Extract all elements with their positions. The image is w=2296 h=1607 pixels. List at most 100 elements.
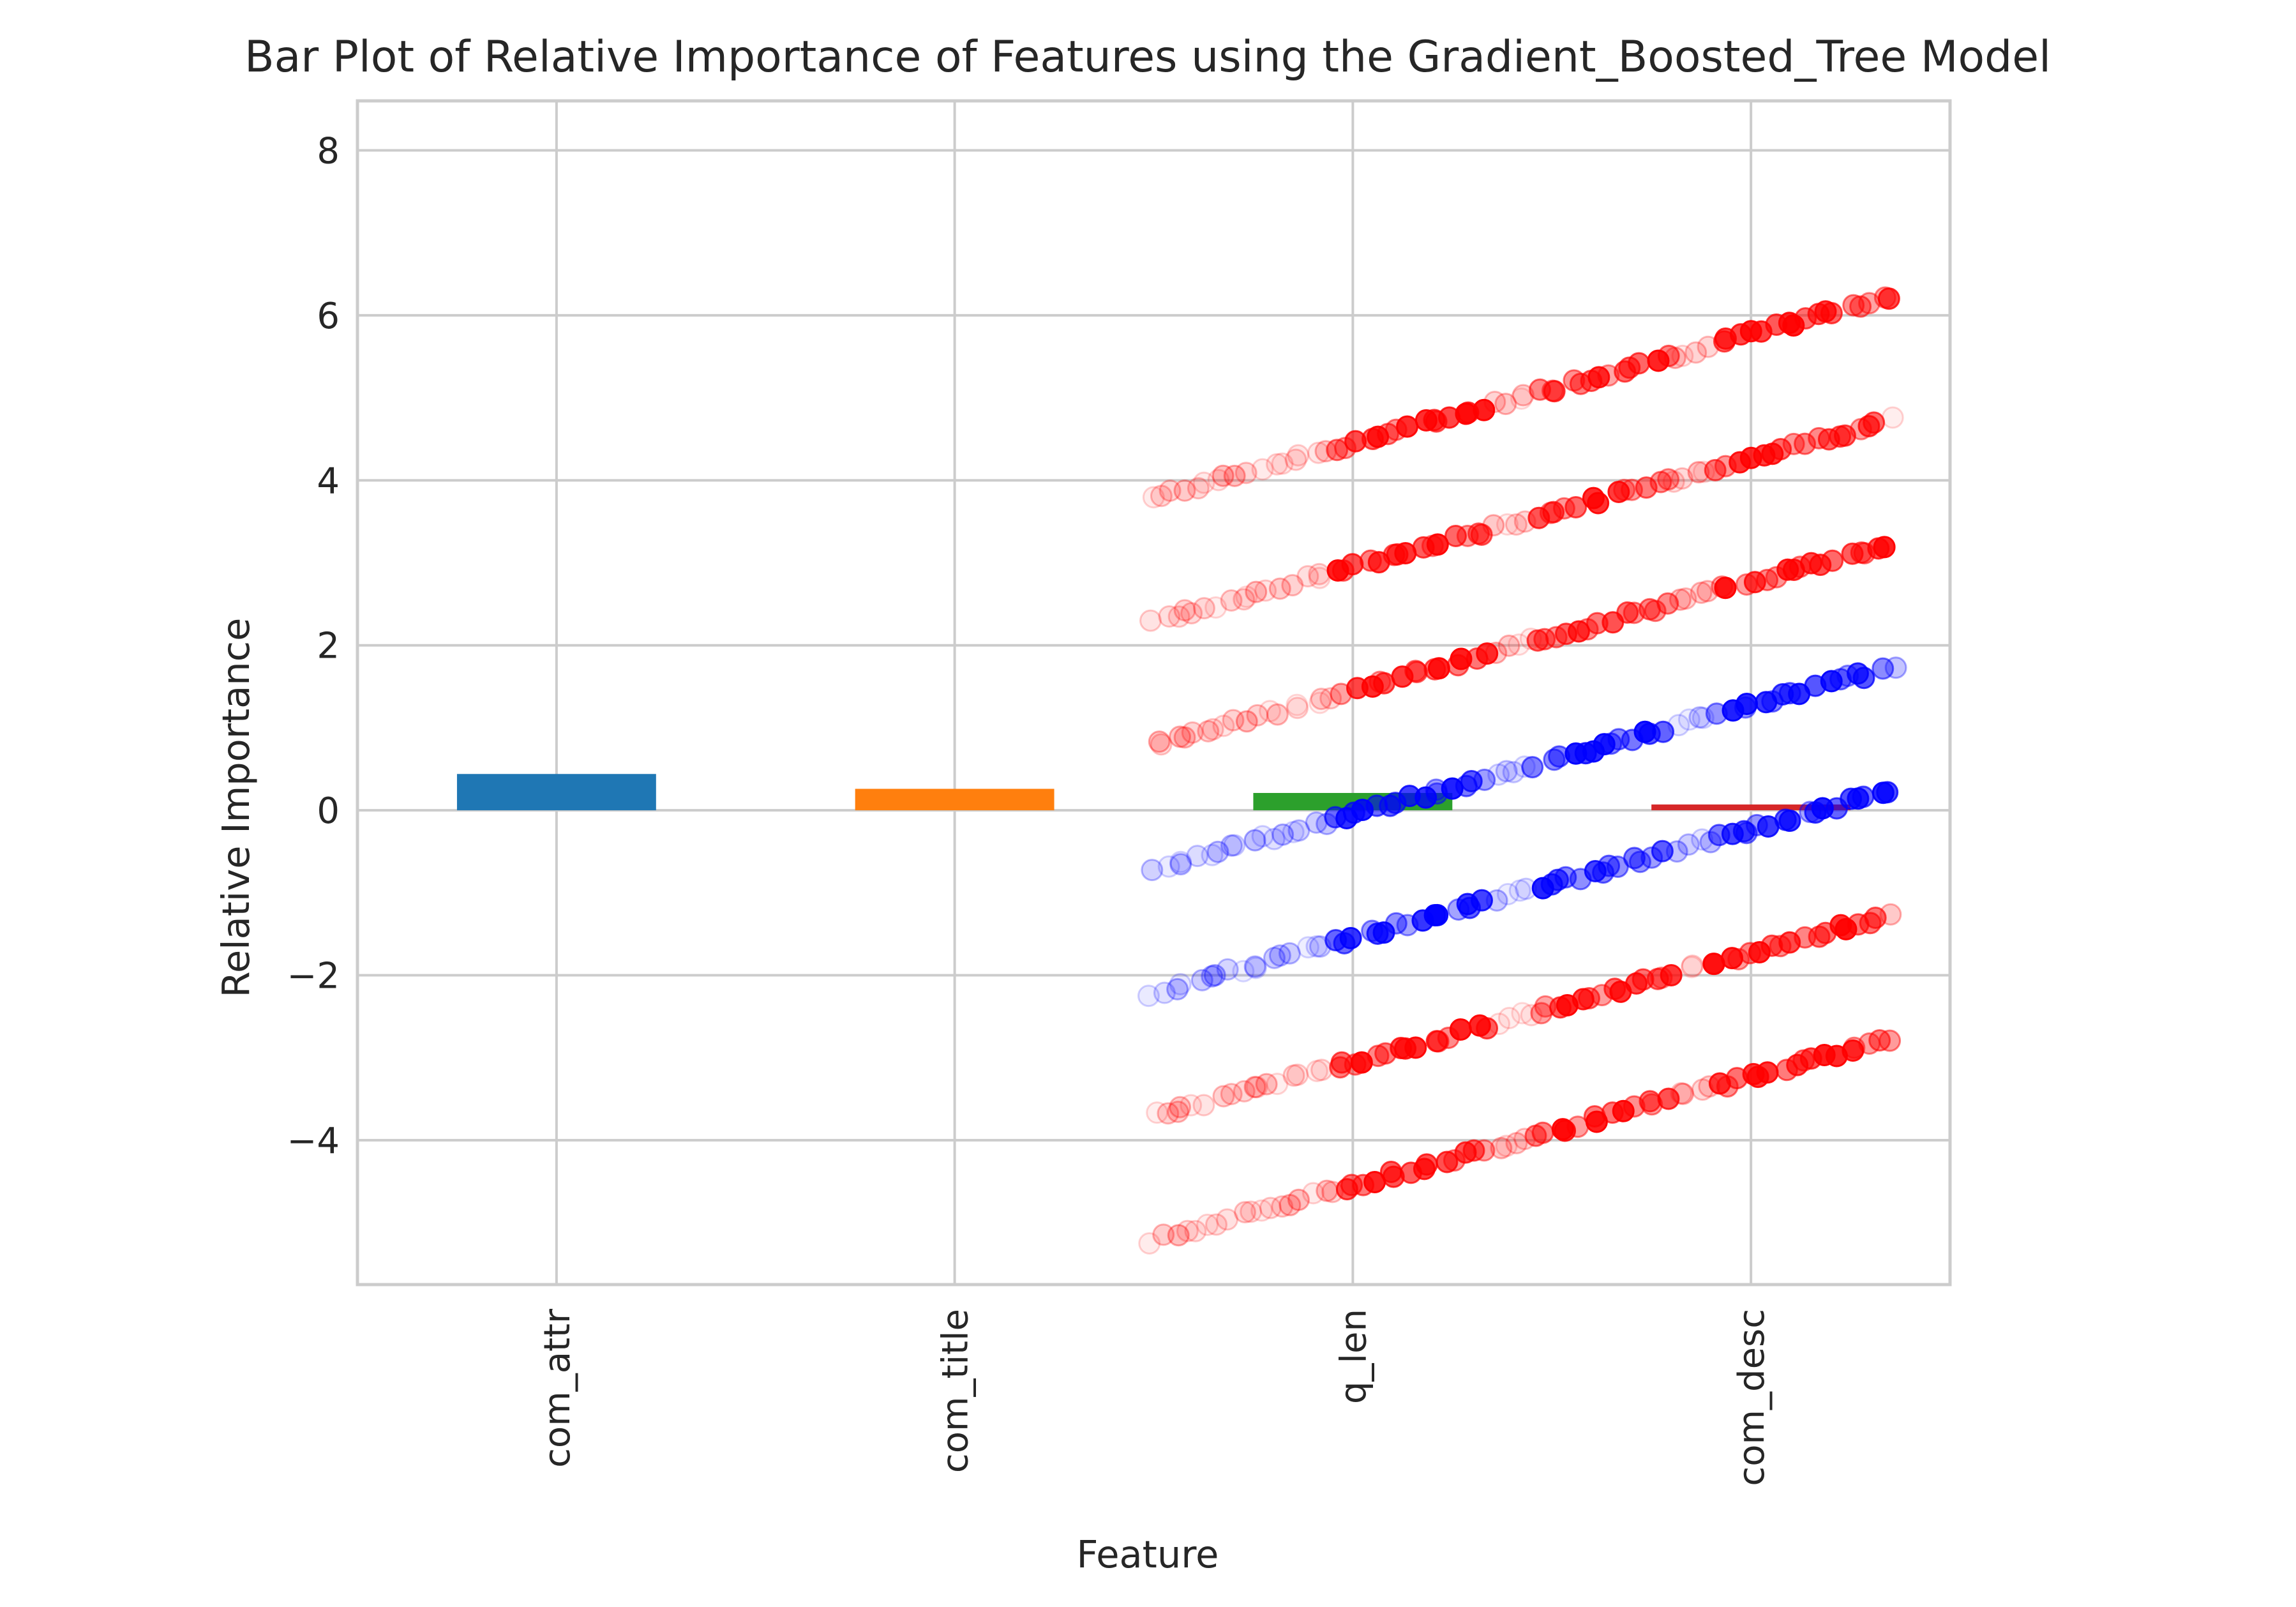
scatter-point bbox=[1665, 840, 1688, 863]
scatter-point bbox=[1496, 883, 1519, 906]
scatter-point bbox=[1169, 973, 1192, 996]
scatter-point bbox=[1263, 827, 1286, 850]
scatter-point bbox=[1670, 1082, 1693, 1105]
scatter-point bbox=[1495, 760, 1518, 783]
scatter-point bbox=[1233, 1080, 1256, 1103]
scatter-point bbox=[1302, 1182, 1324, 1205]
x-tick-label-com_title: com_title bbox=[935, 1309, 977, 1473]
scatter-point bbox=[1204, 596, 1227, 619]
scatter-point bbox=[1426, 903, 1449, 926]
scatter-point bbox=[1852, 667, 1875, 690]
scatter-point bbox=[1476, 642, 1499, 665]
scatter-point bbox=[1212, 464, 1234, 487]
scatter-point bbox=[1660, 963, 1683, 986]
scatter-point bbox=[1877, 287, 1900, 310]
scatter-point bbox=[1526, 629, 1549, 652]
scatter-point bbox=[1470, 889, 1493, 912]
scatter-point bbox=[1234, 462, 1257, 485]
scatter-point bbox=[1190, 969, 1213, 992]
scatter-point bbox=[1284, 448, 1307, 471]
scatter-point bbox=[1186, 845, 1209, 868]
scatter-point bbox=[1587, 492, 1610, 515]
scatter-point bbox=[1266, 703, 1289, 726]
scatter-point bbox=[1864, 907, 1887, 930]
y-tick-label: 6 bbox=[317, 296, 340, 337]
scatter-point bbox=[1233, 1201, 1256, 1224]
scatter-point bbox=[1505, 1131, 1528, 1154]
scatter-point bbox=[1613, 478, 1636, 501]
scatter-point bbox=[1657, 1087, 1680, 1110]
scatter-point bbox=[1246, 704, 1269, 727]
scatter-point bbox=[1543, 380, 1566, 403]
scatter-point bbox=[1578, 987, 1601, 1010]
scatter-point bbox=[1146, 1101, 1169, 1124]
scatter-point bbox=[1244, 956, 1267, 979]
scatter-point bbox=[1207, 469, 1230, 492]
scatter-point bbox=[1169, 1096, 1192, 1119]
scatter-point bbox=[1196, 1213, 1219, 1236]
scatter-point bbox=[1406, 661, 1429, 684]
scatter-point bbox=[1278, 942, 1301, 965]
scatter-point bbox=[1769, 438, 1792, 461]
scatter-point bbox=[1310, 1059, 1333, 1082]
scatter-point bbox=[1677, 833, 1700, 856]
x-tick-label-com_desc: com_desc bbox=[1731, 1309, 1773, 1486]
scatter-point bbox=[1255, 1073, 1278, 1096]
scatter-point bbox=[1702, 952, 1725, 975]
scatter-point bbox=[1153, 981, 1176, 1004]
scatter-point bbox=[1690, 581, 1713, 604]
y-axis-ticks: −4 −2 0 2 4 6 8 bbox=[287, 131, 340, 1162]
scatter-point bbox=[1674, 587, 1697, 610]
scatter-point bbox=[1233, 588, 1256, 611]
scatter-point bbox=[1169, 725, 1192, 748]
scatter-point bbox=[1192, 597, 1215, 620]
scatter-point bbox=[1205, 1213, 1228, 1236]
scatter-point bbox=[1240, 1200, 1263, 1223]
scatter-point bbox=[1879, 903, 1902, 926]
scatter-point bbox=[1669, 588, 1692, 611]
scatter-point bbox=[1616, 601, 1639, 624]
scatter-point bbox=[1279, 1194, 1302, 1217]
scatter-point bbox=[1169, 853, 1192, 876]
scatter-point bbox=[1649, 471, 1672, 494]
scatter-point bbox=[1296, 936, 1319, 959]
scatter-point bbox=[1473, 1139, 1496, 1162]
y-axis-label: Relative Importance bbox=[214, 618, 258, 998]
scatter-point bbox=[1187, 477, 1210, 500]
scatter-point bbox=[1251, 458, 1274, 481]
scatter-point bbox=[1495, 1135, 1518, 1158]
scatter-point bbox=[1427, 657, 1450, 680]
scatter-point bbox=[1141, 859, 1164, 882]
x-tick-label-com_attr: com_attr bbox=[537, 1308, 578, 1468]
scatter-point bbox=[1271, 452, 1294, 475]
scatter-point bbox=[1873, 536, 1896, 559]
scatter-point bbox=[1473, 398, 1496, 421]
scatter-point bbox=[1286, 697, 1309, 720]
scatter-point bbox=[1843, 1036, 1866, 1059]
scatter-point bbox=[1876, 781, 1899, 804]
scatter-point bbox=[1263, 946, 1286, 969]
y-tick-label: 4 bbox=[317, 460, 340, 502]
scatter-point bbox=[1341, 553, 1364, 576]
scatter-point bbox=[1192, 1094, 1215, 1117]
scatter-point bbox=[1496, 513, 1519, 536]
scatter-point bbox=[1148, 730, 1171, 753]
scatter-point bbox=[1319, 687, 1342, 710]
scatter-point bbox=[1462, 1139, 1485, 1162]
scatter-point bbox=[1223, 464, 1246, 487]
scatter-point bbox=[1485, 889, 1508, 912]
scatter-point bbox=[1508, 879, 1531, 902]
scatter-point bbox=[1216, 958, 1239, 981]
scatter-point bbox=[1497, 1006, 1520, 1029]
scatter-point bbox=[1309, 691, 1332, 714]
scatter-point bbox=[1794, 432, 1817, 455]
scatter-point bbox=[1282, 1064, 1305, 1087]
bar-com_title bbox=[855, 788, 1054, 811]
scatter-point bbox=[1436, 1151, 1459, 1173]
scatter-point bbox=[1531, 1121, 1554, 1144]
scatter-point bbox=[1245, 580, 1268, 603]
scatter-point bbox=[1714, 577, 1737, 600]
scatter-point bbox=[1415, 1153, 1438, 1176]
